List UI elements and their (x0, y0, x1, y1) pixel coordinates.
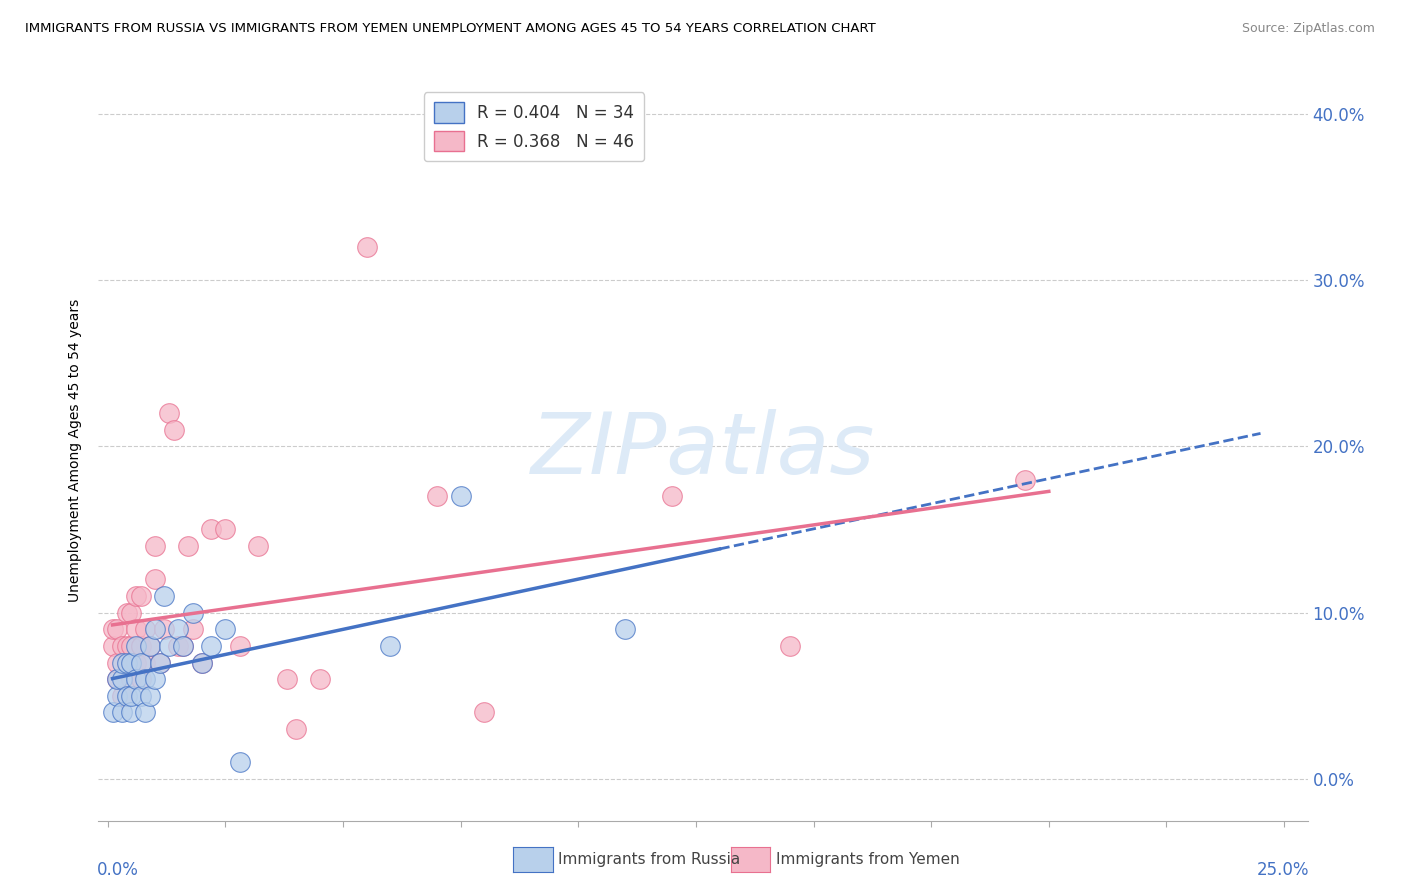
Point (661, 489, 683, 503)
Point (125, 589, 148, 603)
Point (200, 523, 222, 537)
Point (143, 573, 166, 587)
Point (426, 489, 449, 503)
Text: 25.0%: 25.0% (1257, 862, 1309, 880)
Point (214, 523, 236, 537)
Point (149, 656, 172, 670)
Point (191, 656, 214, 670)
Point (105, 672, 128, 686)
Point (191, 656, 214, 670)
Text: Immigrants from Yemen: Immigrants from Yemen (776, 853, 960, 867)
Point (614, 623, 637, 637)
Point (163, 423, 186, 437)
Point (139, 689, 162, 703)
Point (172, 639, 194, 653)
Point (157, 406, 180, 420)
Point (125, 672, 148, 686)
Point (120, 606, 142, 620)
Point (228, 639, 250, 653)
Point (105, 689, 128, 703)
Point (134, 623, 156, 637)
Point (129, 689, 152, 703)
Point (105, 672, 128, 686)
Point (120, 672, 142, 686)
Point (285, 722, 308, 736)
Point (177, 539, 200, 553)
Point (472, 706, 495, 720)
Point (129, 672, 152, 686)
Point (105, 656, 128, 670)
Point (450, 489, 472, 503)
Point (125, 623, 148, 637)
Point (115, 689, 138, 703)
Point (181, 623, 204, 637)
Point (143, 672, 166, 686)
Point (143, 623, 166, 637)
Point (129, 656, 152, 670)
Point (181, 606, 204, 620)
Point (115, 656, 138, 670)
Point (200, 639, 222, 653)
Point (308, 672, 330, 686)
Point (167, 639, 190, 653)
Point (153, 623, 176, 637)
Point (779, 639, 801, 653)
Point (125, 656, 148, 670)
Point (139, 639, 162, 653)
Y-axis label: Unemployment Among Ages 45 to 54 years: Unemployment Among Ages 45 to 54 years (69, 299, 83, 602)
Point (129, 639, 152, 653)
Point (111, 672, 134, 686)
Point (247, 539, 270, 553)
Point (111, 656, 134, 670)
Point (149, 656, 172, 670)
Point (157, 639, 180, 653)
Point (378, 639, 401, 653)
Point (134, 672, 156, 686)
Text: IMMIGRANTS FROM RUSSIA VS IMMIGRANTS FROM YEMEN UNEMPLOYMENT AMONG AGES 45 TO 54: IMMIGRANTS FROM RUSSIA VS IMMIGRANTS FRO… (25, 22, 876, 36)
Point (120, 689, 142, 703)
Legend: R = 0.404   N = 34, R = 0.368   N = 46: R = 0.404 N = 34, R = 0.368 N = 46 (423, 92, 644, 161)
Text: ZIPatlas: ZIPatlas (531, 409, 875, 492)
Point (115, 606, 138, 620)
Point (105, 623, 128, 637)
Point (228, 756, 250, 770)
Point (134, 706, 156, 720)
Point (120, 706, 142, 720)
Text: Source: ZipAtlas.com: Source: ZipAtlas.com (1241, 22, 1375, 36)
Point (115, 639, 138, 653)
Point (101, 706, 124, 720)
Point (120, 639, 142, 653)
Point (115, 656, 138, 670)
Point (276, 672, 298, 686)
Point (134, 656, 156, 670)
Point (143, 539, 166, 553)
Point (101, 639, 124, 653)
Point (120, 656, 142, 670)
Point (172, 639, 194, 653)
Point (1014, 473, 1036, 487)
Point (214, 623, 236, 637)
Text: 0.0%: 0.0% (97, 862, 139, 880)
Point (111, 639, 134, 653)
Point (356, 240, 378, 254)
Point (125, 639, 148, 653)
Text: Immigrants from Russia: Immigrants from Russia (558, 853, 741, 867)
Point (153, 589, 176, 603)
Point (139, 639, 162, 653)
Point (167, 623, 190, 637)
Point (111, 706, 134, 720)
Point (101, 623, 124, 637)
Point (111, 689, 134, 703)
Point (129, 589, 152, 603)
